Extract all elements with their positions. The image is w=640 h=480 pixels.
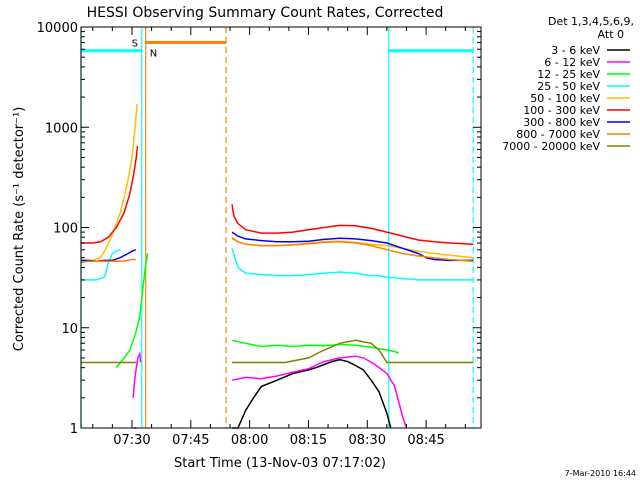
generation-timestamp: 7-Mar-2010 16:44 bbox=[565, 469, 636, 478]
series-3 bbox=[115, 253, 399, 369]
series-1 bbox=[133, 358, 392, 429]
series-6-segment-2 bbox=[231, 204, 474, 246]
x-tick-label: 08:15 bbox=[290, 433, 327, 448]
y-tick-label: 1000 bbox=[45, 121, 78, 136]
legend-label-4: 25 - 50 keV bbox=[537, 80, 600, 93]
legend-label-6: 100 - 300 keV bbox=[523, 104, 600, 117]
legend-label-2: 6 - 12 keV bbox=[544, 56, 600, 69]
series-6-segment-1 bbox=[81, 145, 139, 244]
series-3-segment-2 bbox=[231, 339, 399, 354]
x-tick-label: 08:45 bbox=[407, 433, 444, 448]
y-tick-label: 10000 bbox=[37, 21, 78, 36]
series-2 bbox=[132, 350, 408, 429]
series-9-segment-2 bbox=[232, 339, 474, 364]
legend-label-7: 300 - 800 keV bbox=[523, 116, 600, 129]
x-tick-label: 07:45 bbox=[172, 433, 209, 448]
series-6 bbox=[81, 145, 474, 246]
chart-title: HESSI Observing Summary Count Rates, Cor… bbox=[87, 5, 444, 21]
legend-label-3: 12 - 25 keV bbox=[537, 68, 600, 81]
series-1-segment-2 bbox=[232, 358, 392, 429]
legend-label-1: 3 - 6 keV bbox=[551, 44, 600, 57]
night-label: N bbox=[150, 49, 157, 60]
series-5-segment-2 bbox=[231, 236, 474, 259]
axes: 1 10 100 1000 10000 07:30 07:45 08:00 08:15 08:30… bbox=[37, 21, 481, 448]
plot-area: SN bbox=[80, 27, 474, 429]
series-2-segment-1 bbox=[132, 350, 142, 398]
x-tick-label: 08:30 bbox=[349, 433, 386, 448]
series-4-segment-1 bbox=[81, 248, 121, 281]
series-7 bbox=[81, 231, 474, 263]
series-8-segment-2 bbox=[231, 237, 474, 263]
legend-label-9: 7000 - 20000 keV bbox=[502, 140, 600, 153]
legend-header-attenuator: Att 0 bbox=[598, 28, 624, 41]
series-7-segment-2 bbox=[231, 231, 474, 262]
legend-label-5: 50 - 100 keV bbox=[530, 92, 600, 105]
x-tick-label: 07:30 bbox=[113, 433, 150, 448]
series-4 bbox=[81, 248, 474, 281]
y-tick-label: 10 bbox=[61, 322, 78, 337]
series-3-segment-1 bbox=[115, 253, 149, 369]
legend-label-8: 800 - 7000 keV bbox=[516, 128, 600, 141]
y-tick-label: 1 bbox=[70, 422, 78, 437]
x-tick-label: 08:00 bbox=[231, 433, 268, 448]
series-8 bbox=[80, 237, 474, 264]
series-8-segment-1 bbox=[80, 258, 136, 264]
y-axis-label: Corrected Count Rate (s⁻¹ detector⁻¹) bbox=[12, 107, 27, 352]
series-7-segment-1 bbox=[81, 248, 137, 263]
series-2-segment-2 bbox=[231, 355, 408, 429]
series-5-segment-1 bbox=[80, 104, 138, 264]
series-9 bbox=[81, 339, 474, 364]
legend-header-detectors: Det 1,3,4,5,6,9, bbox=[548, 15, 634, 28]
series-4-segment-2 bbox=[231, 248, 474, 281]
y-tick-label: 100 bbox=[53, 222, 78, 237]
plot-frame bbox=[80, 26, 482, 429]
x-axis-label: Start Time (13-Nov-03 07:17:02) bbox=[174, 456, 386, 471]
saa-label: S bbox=[132, 39, 138, 50]
